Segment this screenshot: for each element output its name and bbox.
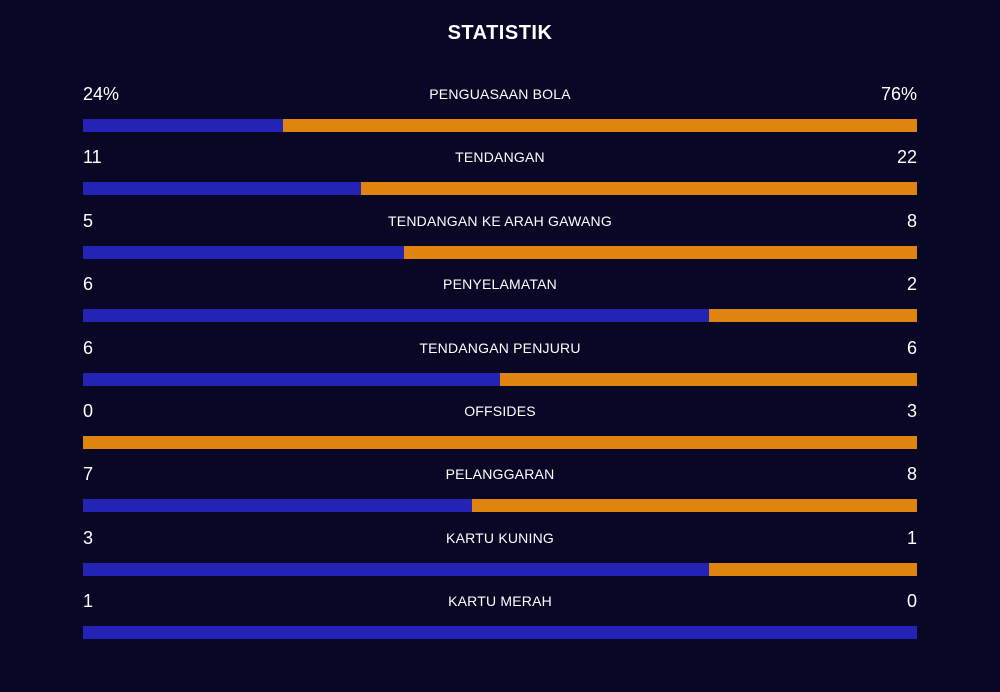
home-value: 24% xyxy=(83,84,120,104)
stat-row-saves: 6 PENYELAMATAN 2 xyxy=(83,270,917,333)
away-value: 22 xyxy=(896,147,917,168)
away-bar-fill xyxy=(83,435,917,449)
home-value: 6 xyxy=(83,274,94,295)
stat-label: KARTU MERAH xyxy=(448,593,552,610)
stat-row-shots: 11 TENDANGAN 22 xyxy=(83,143,917,206)
stat-label: PENGUASAAN BOLA xyxy=(429,86,571,102)
stat-label: TENDANGAN KE ARAH GAWANG xyxy=(388,212,612,229)
panel-title: STATISTIK xyxy=(447,22,553,44)
away-bar-fill xyxy=(708,562,917,576)
home-value: 7 xyxy=(83,464,94,485)
comparison-bar xyxy=(83,499,917,513)
stat-label: PENYELAMATAN xyxy=(443,276,557,293)
comparison-bar xyxy=(83,372,917,386)
home-value: 5 xyxy=(83,210,94,231)
home-bar-fill xyxy=(83,309,709,323)
home-bar-fill xyxy=(83,562,709,576)
stat-label: KARTU KUNING xyxy=(446,529,554,546)
stat-row-possession: 24% PENGUASAAN BOLA 76% xyxy=(83,80,917,143)
comparison-bar xyxy=(83,435,917,449)
away-bar-fill xyxy=(403,245,917,259)
comparison-bar xyxy=(83,119,917,132)
home-bar-fill xyxy=(83,245,404,259)
away-value: 8 xyxy=(906,464,917,485)
comparison-bar xyxy=(83,626,917,640)
home-bar-fill xyxy=(83,372,500,386)
stats-list: 24% PENGUASAAN BOLA 76% 11 TENDANGAN 22 … xyxy=(83,80,917,651)
stat-label: TENDANGAN PENJURU xyxy=(419,339,581,356)
home-bar-fill xyxy=(83,499,473,513)
comparison-bar xyxy=(83,245,917,259)
away-value: 76% xyxy=(880,84,917,104)
home-value: 0 xyxy=(83,400,94,421)
away-bar-fill xyxy=(500,372,917,386)
home-bar-fill xyxy=(83,626,917,640)
comparison-bar xyxy=(83,309,917,323)
home-value: 6 xyxy=(83,337,94,358)
home-bar-fill xyxy=(83,119,284,132)
stat-label: TENDANGAN xyxy=(455,149,545,166)
comparison-bar xyxy=(83,562,917,576)
stat-label: PELANGGARAN xyxy=(445,466,555,483)
stat-row-offsides: 0 OFFSIDES 3 xyxy=(83,397,917,460)
stat-row-corners: 6 TENDANGAN PENJURU 6 xyxy=(83,334,917,397)
away-bar-fill xyxy=(283,119,917,132)
stat-row-yellow-cards: 3 KARTU KUNING 1 xyxy=(83,524,917,587)
home-value: 11 xyxy=(83,147,102,168)
away-bar-fill xyxy=(360,182,917,196)
stat-row-fouls: 7 PELANGGARAN 8 xyxy=(83,460,917,523)
home-value: 1 xyxy=(83,591,94,612)
away-bar-fill xyxy=(472,499,917,513)
stat-row-red-cards: 1 KARTU MERAH 0 xyxy=(83,587,917,650)
away-value: 3 xyxy=(906,400,917,421)
away-value: 6 xyxy=(906,337,917,358)
away-value: 2 xyxy=(906,274,917,295)
home-value: 3 xyxy=(83,527,94,548)
away-value: 0 xyxy=(906,591,917,612)
home-bar-fill xyxy=(83,182,361,196)
comparison-bar xyxy=(83,182,917,196)
stat-label: OFFSIDES xyxy=(464,402,536,419)
away-value: 8 xyxy=(906,210,917,231)
stat-row-shots-on-target: 5 TENDANGAN KE ARAH GAWANG 8 xyxy=(83,207,917,270)
away-value: 1 xyxy=(906,527,917,548)
away-bar-fill xyxy=(708,309,917,323)
